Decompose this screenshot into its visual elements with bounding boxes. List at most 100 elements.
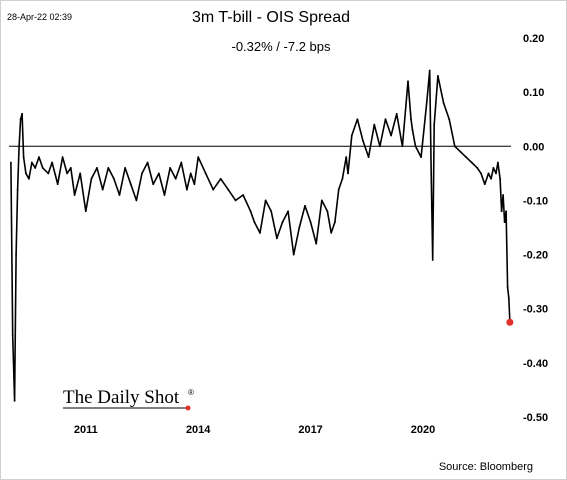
data-point [330,232,333,234]
logo-text: The Daily Shot [63,387,180,408]
data-point [437,75,439,77]
data-point [487,172,490,175]
data-point [41,167,44,169]
data-point [414,145,417,148]
data-point [465,156,467,159]
data-point [373,123,376,126]
logo-mark: ® [188,388,194,397]
data-point [362,139,364,142]
logo-dot [185,405,191,411]
data-point [96,167,98,169]
data-point [350,134,353,137]
data-point [442,102,445,104]
data-point [502,194,505,196]
data-point [51,161,53,164]
data-point [378,145,381,148]
data-point [407,80,409,83]
data-point [420,156,422,159]
data-point [197,156,200,159]
data-point [11,334,14,337]
data-point [410,118,412,121]
series-line [10,69,511,402]
data-point [146,161,149,164]
data-point [453,145,456,148]
data-point [298,226,301,229]
data-point [428,69,431,72]
series-group [9,69,514,402]
data-point [38,156,40,159]
data-point [459,150,462,153]
data-point [490,177,493,180]
data-point [264,199,267,202]
data-point [337,188,340,191]
data-point [356,118,359,121]
data-point [499,177,502,180]
data-point [16,188,19,191]
data-point [395,112,398,115]
data-point [367,156,370,159]
y-tick-label: -0.10 [523,195,548,207]
data-point [174,177,177,180]
data-point [227,188,230,191]
data-point [483,183,486,186]
data-point [118,194,121,196]
data-point [281,221,284,223]
data-point [204,172,207,175]
y-tick-label: 0.00 [523,141,544,153]
data-point [496,161,499,164]
data-point [253,221,256,223]
x-axis: 2011 2014 2017 2020 [74,424,435,436]
endpoint-marker [506,318,514,326]
data-point [390,134,393,137]
data-point [180,161,183,164]
data-point [84,210,87,213]
data-point [309,221,312,223]
data-point [79,172,82,175]
data-point [157,172,160,175]
data-point [492,167,495,169]
data-point [56,183,59,186]
data-point [129,183,132,186]
timestamp: 28-Apr-22 02:39 [7,12,72,22]
data-point [345,156,348,159]
data-point [326,210,329,213]
y-tick-label: -0.40 [523,358,548,370]
x-tick-label: 2011 [74,424,98,436]
daily-shot-logo: The Daily Shot ® [63,387,194,411]
data-point [425,102,428,104]
data-point [476,167,479,169]
data-point [249,210,252,213]
data-point [18,145,21,148]
data-point [66,172,68,175]
data-point [242,194,245,196]
chart-title: 3m T-bill - OIS Spread [192,9,350,26]
x-tick-label: 2020 [411,424,435,436]
data-point [107,167,110,169]
data-point [189,172,192,175]
x-tick-label: 2017 [298,424,322,436]
data-point [480,172,482,175]
data-point [270,210,273,213]
data-point [341,177,344,180]
chart-subtitle: -0.32% / -7.2 bps [232,39,331,54]
data-point [61,156,64,159]
data-point [30,161,33,164]
data-point [22,156,25,159]
data-point [112,177,115,180]
data-point [69,167,72,169]
x-tick-label: 2014 [186,424,211,436]
data-point [259,232,261,234]
y-axis: 0.20 0.10 0.00 -0.10 -0.20 -0.30 -0.40 -0.50 [523,33,548,424]
data-point [495,172,497,175]
data-point [384,118,387,121]
data-point [13,399,16,402]
data-point [152,183,155,186]
data-point [19,118,22,121]
data-point [347,172,349,175]
data-point [411,129,414,131]
data-point [186,188,188,191]
data-point [304,204,306,207]
data-point [430,172,433,175]
source-note: Source: Bloomberg [439,461,533,473]
